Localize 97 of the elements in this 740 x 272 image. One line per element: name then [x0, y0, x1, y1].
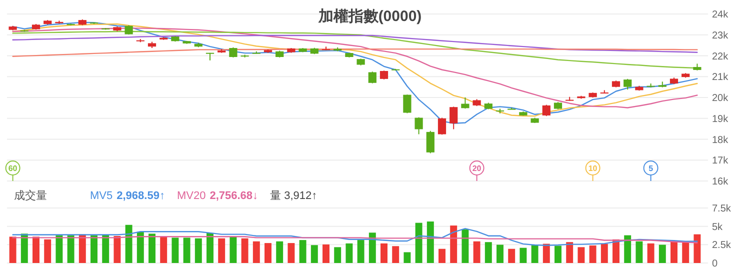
bar: [136, 232, 144, 263]
y-tick-label: 16k: [712, 176, 730, 188]
bar: [658, 244, 666, 263]
bar: [334, 247, 342, 263]
candlestick: [542, 104, 550, 117]
y-tick-label: 22k: [712, 51, 730, 62]
bar: [67, 235, 74, 263]
bar: [450, 226, 458, 263]
y-tick-label: 20k: [712, 93, 730, 104]
bar: [44, 239, 52, 263]
bar: [90, 235, 98, 263]
y-tick-label: 19k: [712, 114, 730, 125]
bar: [299, 240, 306, 263]
bar: [148, 234, 156, 263]
y-tick-label: 7.5k: [712, 204, 732, 214]
text: MV20: [176, 190, 206, 202]
bar: [682, 242, 690, 263]
line-series: [12, 228, 698, 246]
bar: [694, 234, 701, 263]
candlestick: [461, 97, 470, 110]
y-tick-label: 2.5k: [712, 240, 732, 252]
bar: [183, 238, 190, 263]
bar: [56, 235, 63, 263]
bar: [404, 252, 411, 263]
y-tick-label: 18k: [712, 134, 730, 146]
text: 10: [588, 164, 598, 173]
text: MV5: [90, 190, 113, 202]
bar: [670, 241, 678, 263]
text: 量 3,912↑: [270, 190, 318, 202]
bar: [241, 238, 248, 263]
bar: [624, 235, 632, 263]
bar: [647, 243, 654, 263]
text: 60: [8, 164, 18, 173]
chart-title: 加權指數(0000): [317, 8, 422, 25]
line-series: [12, 34, 698, 54]
text: 20: [472, 164, 482, 173]
bar: [566, 242, 574, 263]
bar: [172, 238, 179, 263]
text: 2,756.68↓: [210, 190, 258, 202]
y-tick-label: 17k: [712, 156, 730, 167]
bar: [578, 247, 585, 263]
bar: [554, 246, 562, 263]
candlestick: [124, 24, 133, 35]
candlestick: [450, 106, 458, 130]
bar: [310, 245, 318, 263]
bar: [508, 248, 516, 263]
bar: [288, 243, 295, 263]
bar: [462, 229, 469, 263]
bar: [230, 236, 237, 263]
candlestick: [229, 46, 238, 58]
candlestick: [426, 130, 434, 154]
bar: [114, 236, 121, 263]
text: 2,968.59↑: [116, 190, 165, 202]
bar: [252, 241, 260, 263]
bar: [206, 232, 214, 263]
bar: [520, 248, 527, 263]
y-tick-label: 5k: [712, 222, 724, 233]
candlestick: [624, 78, 632, 90]
bar: [160, 236, 168, 263]
bar: [531, 245, 538, 263]
bar: [542, 244, 550, 263]
bar: [636, 241, 643, 263]
text: 5: [648, 164, 654, 173]
chart-title: 成交量: [14, 189, 47, 202]
bar: [346, 243, 353, 263]
bar: [600, 244, 608, 263]
bar: [194, 238, 202, 263]
bar: [438, 248, 446, 263]
bar: [32, 236, 40, 263]
bar: [484, 242, 492, 263]
bar: [380, 243, 388, 263]
bar: [102, 234, 110, 263]
candlestick: [403, 94, 412, 114]
bar: [9, 236, 16, 263]
bar: [78, 234, 86, 263]
bar: [415, 222, 422, 263]
candlestick: [368, 71, 376, 84]
bar: [496, 244, 504, 263]
bar: [426, 221, 434, 263]
y-tick-label: 23k: [712, 30, 730, 42]
bar: [264, 243, 272, 263]
bar: [368, 232, 376, 263]
bar: [589, 245, 596, 263]
bar: [357, 240, 364, 263]
y-tick-label: 24k: [712, 10, 730, 20]
bar: [218, 238, 226, 263]
line-series: [12, 236, 698, 244]
candlestick: [438, 117, 446, 136]
bar: [322, 244, 330, 263]
bar: [392, 246, 400, 263]
line-series: [12, 48, 698, 57]
bar: [125, 224, 132, 263]
bar: [276, 241, 284, 263]
y-tick-label: 0: [712, 258, 718, 270]
bar: [473, 241, 480, 263]
candlestick: [414, 116, 423, 135]
y-tick-label: 21k: [712, 72, 730, 84]
